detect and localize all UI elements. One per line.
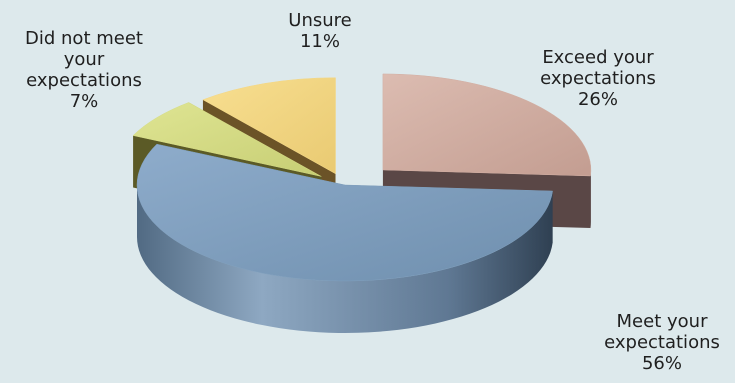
pie-label-1-line-1: expectations xyxy=(604,332,720,353)
pie-slice-1-wall xyxy=(137,185,553,333)
pie-slice-0 xyxy=(382,73,592,177)
pie-label-1-line-0: Meet your xyxy=(617,311,709,332)
pie-label-1-line-2: 56% xyxy=(642,353,682,374)
pie-label-2-line-0: Did not meet xyxy=(25,28,143,49)
pie-label-2-line-1: your xyxy=(64,49,105,70)
pie-slice-3 xyxy=(202,77,336,175)
pie-label-1: Meet your expectations 56% xyxy=(604,311,720,374)
pie-label-0-line-0: Exceed your xyxy=(542,47,654,68)
pie-label-2-line-2: expectations xyxy=(26,70,142,91)
pie-slice-2 xyxy=(132,102,322,177)
pie-label-0-line-2: 26% xyxy=(578,89,618,110)
pie-label-2: Did not meet your expectations 7% xyxy=(25,28,143,112)
pie-label-0-line-1: expectations xyxy=(540,68,656,89)
pie-label-0: Exceed your expectations 26% xyxy=(540,47,656,110)
pie-label-3: Unsure 11% xyxy=(288,10,351,52)
pie-slice-1 xyxy=(136,143,553,282)
pie-label-3-line-0: Unsure xyxy=(288,10,351,31)
pie-label-3-line-1: 11% xyxy=(300,31,340,52)
pie-label-2-line-3: 7% xyxy=(70,91,99,112)
